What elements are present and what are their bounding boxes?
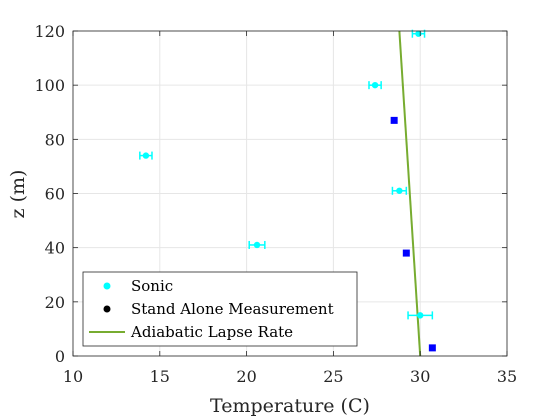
y-tick-label: 60: [45, 185, 65, 204]
legend-label: Sonic: [131, 277, 173, 295]
axis-ticks: 10 15 20 25 30 35 0 20 40 60 80 100 120: [34, 22, 517, 386]
y-tick-label: 20: [45, 293, 65, 312]
sonic-marker: [371, 81, 379, 89]
sonic-point: [407, 311, 434, 320]
x-axis-label: Temperature (C): [210, 395, 370, 417]
y-tick-label: 120: [34, 22, 65, 41]
sonic-marker: [417, 312, 424, 319]
sonic-point: [139, 151, 153, 160]
series-layer: [139, 29, 436, 357]
sonic-marker: [142, 152, 150, 159]
y-tick-label: 0: [55, 347, 65, 366]
y-tick-label: 80: [45, 130, 65, 149]
legend-label: Adiabatic Lapse Rate: [130, 323, 293, 341]
legend-box: [82, 271, 358, 347]
x-tick-label: 35: [497, 367, 517, 386]
x-tick-label: 10: [63, 367, 83, 386]
stand-alone-point: [402, 249, 410, 257]
x-tick-label: 20: [236, 367, 256, 386]
legend-swatch: [103, 305, 111, 313]
stand-alone-point: [390, 116, 398, 124]
x-tick-label: 30: [410, 367, 430, 386]
legend-item: Stand Alone Measurement: [103, 300, 334, 318]
sonic-marker: [396, 187, 403, 194]
legend-item: Adiabatic Lapse Rate: [89, 323, 293, 341]
legend-swatch: [103, 282, 111, 290]
sonic-marker: [415, 30, 422, 37]
stand-alone-point: [428, 344, 436, 352]
x-tick-label: 25: [323, 367, 343, 386]
x-tick-label: 15: [150, 367, 170, 386]
legend-label: Stand Alone Measurement: [131, 300, 334, 318]
y-tick-label: 40: [45, 239, 65, 258]
sonic-point: [391, 186, 408, 195]
sonic-marker: [253, 241, 261, 249]
lapse-rate-line: [398, 30, 422, 357]
y-axis-label: z (m): [7, 170, 29, 219]
y-tick-label: 100: [34, 76, 65, 95]
legend: Sonic Stand Alone Measurement Adiabatic La…: [82, 271, 358, 347]
sonic-point: [248, 240, 266, 249]
legend-item: Sonic: [103, 277, 173, 295]
sonic-point: [368, 81, 382, 90]
